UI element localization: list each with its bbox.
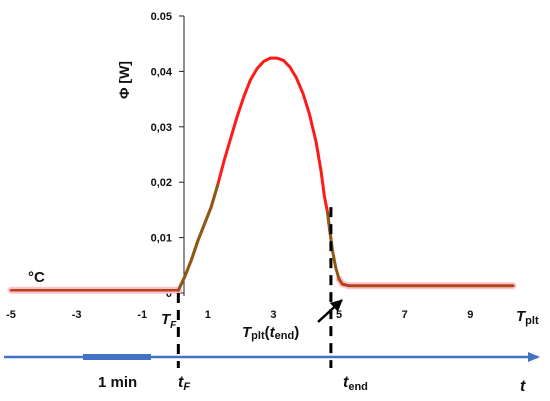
x-axis-label: Tplt: [516, 308, 539, 327]
x-tick-label: 1: [205, 309, 211, 321]
x-tick-label: 5: [336, 309, 342, 321]
x-tick-label: -3: [72, 309, 82, 321]
x-tick-label: 7: [402, 309, 408, 321]
y-tick-label: 0,04: [151, 66, 173, 78]
y-tick-label: 0.05: [151, 11, 172, 23]
y-tick-label: 0,03: [151, 122, 172, 134]
x-tick-label: 9: [467, 309, 473, 321]
y-axis-label: Φ [W]: [116, 61, 132, 99]
x-tick-label: -1: [137, 309, 147, 321]
y-tick-label: 0: [166, 288, 172, 300]
y-tick-label: 0,01: [151, 233, 172, 245]
heat-flow-curve: [176, 56, 333, 292]
tend-annotation: Tplt(tend): [242, 324, 299, 342]
decay-segment: [326, 211, 515, 288]
time-scale-label: 1 min: [98, 374, 137, 391]
y-axis-ticks: 0 0,01 0,02 0,03 0,04 0.05: [151, 11, 184, 300]
x-axis-ticks: -5 -3 -1 1 3 5 7 9: [6, 309, 473, 321]
x-tick-label: 3: [270, 309, 276, 321]
series-group: [7, 56, 517, 294]
unit-label: °C: [28, 269, 45, 286]
onset-segment: [176, 183, 220, 292]
x-tick-label: -5: [6, 309, 16, 321]
tend-annotation-arrow: [317, 299, 343, 323]
tend-time-label: tend: [343, 374, 368, 393]
tf-time-label: tF: [178, 374, 190, 393]
baseline-right: [337, 277, 515, 288]
time-axis-label: t: [520, 378, 526, 395]
time-scale-bar: [83, 354, 151, 360]
y-tick-label: 0,02: [151, 177, 172, 189]
tf-axis-label: TF: [161, 311, 177, 331]
